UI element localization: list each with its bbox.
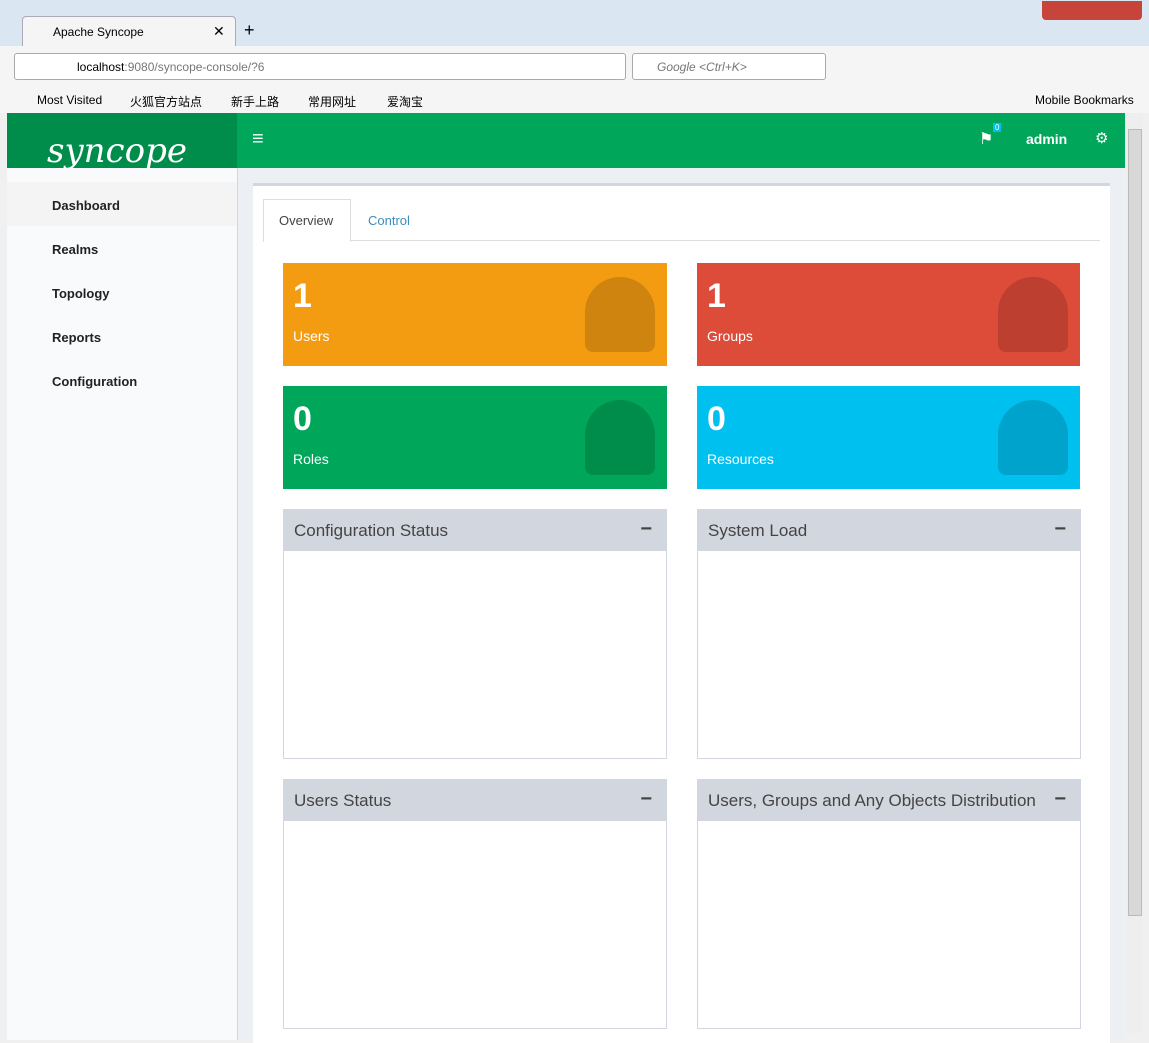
- logo[interactable]: syncope: [47, 131, 187, 171]
- stat-icon: [585, 400, 655, 475]
- search-placeholder: Google <Ctrl+K>: [657, 60, 747, 74]
- bookmark[interactable]: Most Visited: [37, 93, 103, 107]
- collapse-button[interactable]: −: [640, 518, 652, 540]
- bookmark[interactable]: 常用网址: [308, 95, 357, 109]
- stat-box: 0 Resources: [697, 386, 1080, 489]
- stat-value: 1: [707, 277, 726, 315]
- stat-box: 1 Users: [283, 263, 667, 366]
- browser-chrome: Apache Syncope ✕ + localhost:9080/syncop…: [0, 0, 1149, 113]
- sidebar: Dashboard Realms Topology Reports Configurat…: [7, 168, 238, 1040]
- panel-title: Configuration Status: [284, 510, 666, 551]
- tab[interactable]: Apache Syncope ✕: [22, 16, 236, 46]
- user-menu[interactable]: admin: [1026, 131, 1068, 147]
- collapse-button[interactable]: −: [640, 788, 652, 810]
- stat-label: Groups: [707, 328, 753, 344]
- stat-value: 0: [293, 400, 312, 438]
- collapse-button[interactable]: −: [1054, 788, 1066, 810]
- url-bar[interactable]: localhost:9080/syncope-console/?6: [14, 53, 626, 80]
- panel: Users Status −: [283, 779, 667, 1029]
- stat-label: Roles: [293, 451, 329, 467]
- notification-count: 0: [993, 123, 1002, 132]
- sidebar-item[interactable]: Configuration: [52, 374, 138, 389]
- sidebar-item[interactable]: Topology: [52, 286, 110, 301]
- scrollbar[interactable]: [1126, 113, 1143, 1033]
- panel-title: Users Status: [284, 780, 666, 821]
- panel: System Load −: [697, 509, 1081, 759]
- stat-value: 0: [707, 400, 726, 438]
- bookmark[interactable]: 新手上路: [231, 95, 280, 109]
- bookmark[interactable]: 火狐官方站点: [130, 95, 203, 109]
- stat-label: Users: [293, 328, 330, 344]
- tab-overview[interactable]: Overview: [279, 213, 334, 228]
- bookmarks-bar: Mobile Bookmarks Most Visited 火狐官方站点 新手上路 常用…: [0, 86, 1149, 113]
- stat-icon: [998, 277, 1068, 352]
- stat-value: 1: [293, 277, 312, 315]
- stat-box: 0 Roles: [283, 386, 667, 489]
- panel-title: System Load: [698, 510, 1080, 551]
- tab-control[interactable]: Control: [368, 213, 410, 228]
- collapse-button[interactable]: −: [1054, 518, 1066, 540]
- window-controls[interactable]: [1042, 1, 1142, 20]
- app-header: syncope ≡ ⚑ 0 admin ⚙: [7, 113, 1125, 171]
- sidebar-item[interactable]: Realms: [52, 242, 99, 257]
- stat-icon: [585, 277, 655, 352]
- url-host: localhost: [77, 60, 125, 74]
- mobile-bookmarks[interactable]: Mobile Bookmarks: [1035, 93, 1134, 107]
- sidebar-item[interactable]: Reports: [52, 330, 102, 345]
- panel: Configuration Status −: [283, 509, 667, 759]
- tab-title: Apache Syncope: [53, 25, 144, 39]
- stat-icon: [998, 400, 1068, 475]
- url-path: :9080/syncope-console/?6: [124, 60, 265, 74]
- panel-title: Users, Groups and Any Objects Distributi…: [698, 780, 1080, 821]
- panel: Users, Groups and Any Objects Distributi…: [697, 779, 1081, 1029]
- search-bar[interactable]: Google <Ctrl+K>: [632, 53, 826, 80]
- stat-box: 1 Groups: [697, 263, 1080, 366]
- bookmark[interactable]: 爱淘宝: [387, 95, 424, 109]
- sidebar-item[interactable]: Dashboard: [52, 198, 120, 213]
- stat-label: Resources: [707, 451, 774, 467]
